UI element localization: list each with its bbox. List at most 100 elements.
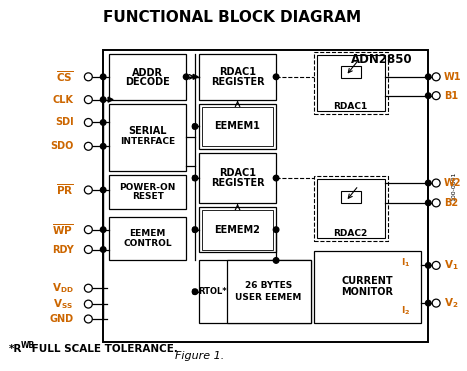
- Bar: [109, 175, 186, 209]
- Text: $\mathbf{V_{DD}}$: $\mathbf{V_{DD}}$: [52, 281, 73, 295]
- Text: $\overline{\mathbf{CS}}$: $\overline{\mathbf{CS}}$: [57, 69, 73, 84]
- Circle shape: [432, 73, 440, 81]
- Text: W1: W1: [444, 72, 461, 82]
- Bar: [199, 207, 276, 253]
- Circle shape: [85, 118, 92, 127]
- Text: EEMEM2: EEMEM2: [215, 225, 261, 235]
- Text: USER EEMEM: USER EEMEM: [235, 293, 302, 302]
- Circle shape: [432, 199, 440, 207]
- Bar: [202, 106, 273, 146]
- Text: EEMEM1: EEMEM1: [215, 121, 261, 131]
- Bar: [109, 54, 186, 100]
- Bar: [226, 260, 311, 323]
- Circle shape: [100, 144, 106, 149]
- Text: INTERFACE: INTERFACE: [120, 137, 175, 146]
- Text: RDY: RDY: [52, 244, 73, 255]
- Text: 100-0001: 100-0001: [452, 171, 456, 201]
- Bar: [314, 52, 388, 114]
- Circle shape: [100, 120, 106, 125]
- Text: $\mathbf{I_1}$: $\mathbf{I_1}$: [401, 256, 410, 269]
- Bar: [317, 55, 385, 111]
- Text: ADN2850: ADN2850: [351, 53, 413, 66]
- Bar: [314, 250, 421, 323]
- Text: DECODE: DECODE: [125, 77, 170, 87]
- Polygon shape: [193, 124, 198, 129]
- Text: GND: GND: [50, 314, 73, 324]
- Circle shape: [85, 96, 92, 104]
- Text: *R: *R: [9, 344, 23, 354]
- Circle shape: [425, 200, 431, 206]
- Polygon shape: [108, 97, 113, 102]
- Text: SDO: SDO: [50, 141, 73, 151]
- Text: FUNCTIONAL BLOCK DIAGRAM: FUNCTIONAL BLOCK DIAGRAM: [103, 10, 361, 26]
- Circle shape: [425, 301, 431, 306]
- Text: RTOL*: RTOL*: [198, 287, 227, 296]
- Bar: [199, 260, 311, 323]
- Circle shape: [273, 227, 279, 233]
- Circle shape: [192, 289, 198, 295]
- Text: $\overline{\mathbf{PR}}$: $\overline{\mathbf{PR}}$: [56, 183, 73, 197]
- Circle shape: [273, 257, 279, 263]
- Circle shape: [100, 74, 106, 80]
- Text: CLK: CLK: [52, 95, 73, 105]
- Bar: [314, 176, 388, 240]
- Circle shape: [432, 299, 440, 307]
- Circle shape: [192, 124, 198, 129]
- Text: RDAC2: RDAC2: [333, 229, 368, 238]
- Text: RDAC1: RDAC1: [219, 168, 256, 178]
- Circle shape: [273, 175, 279, 181]
- Bar: [341, 66, 361, 78]
- Circle shape: [273, 74, 279, 80]
- Polygon shape: [193, 289, 198, 294]
- Text: CURRENT: CURRENT: [342, 276, 393, 286]
- Circle shape: [85, 300, 92, 308]
- Polygon shape: [193, 227, 198, 232]
- Polygon shape: [193, 74, 198, 79]
- Circle shape: [85, 186, 92, 194]
- Circle shape: [100, 227, 106, 233]
- Circle shape: [100, 187, 106, 193]
- Text: 26 BYTES: 26 BYTES: [245, 281, 292, 290]
- Circle shape: [192, 227, 198, 233]
- Text: REGISTER: REGISTER: [211, 178, 264, 188]
- Bar: [109, 217, 186, 260]
- Circle shape: [425, 263, 431, 268]
- Circle shape: [100, 247, 106, 252]
- Text: B2: B2: [444, 198, 458, 208]
- Text: WB: WB: [21, 341, 35, 350]
- Text: POWER-ON: POWER-ON: [120, 184, 176, 193]
- Bar: [103, 50, 428, 342]
- Circle shape: [432, 179, 440, 187]
- Circle shape: [432, 262, 440, 269]
- Bar: [317, 179, 385, 237]
- Circle shape: [85, 73, 92, 81]
- Circle shape: [425, 93, 431, 98]
- Text: SERIAL: SERIAL: [128, 127, 167, 137]
- Bar: [199, 153, 276, 203]
- Text: FULL SCALE TOLERANCE.: FULL SCALE TOLERANCE.: [28, 344, 178, 354]
- Circle shape: [85, 246, 92, 253]
- Text: $\mathbf{I_2}$: $\mathbf{I_2}$: [401, 305, 410, 317]
- Bar: [341, 191, 361, 203]
- Bar: [199, 104, 276, 149]
- Text: RDAC1: RDAC1: [333, 102, 368, 111]
- Bar: [199, 54, 276, 100]
- Circle shape: [85, 284, 92, 292]
- Text: $\mathbf{V_{SS}}$: $\mathbf{V_{SS}}$: [53, 297, 73, 311]
- Polygon shape: [193, 175, 198, 181]
- Circle shape: [425, 180, 431, 186]
- Text: W2: W2: [444, 178, 461, 188]
- Text: CONTROL: CONTROL: [123, 239, 172, 248]
- Text: $\overline{\mathbf{WP}}$: $\overline{\mathbf{WP}}$: [52, 222, 73, 237]
- Circle shape: [100, 97, 106, 102]
- Text: EEMEM: EEMEM: [129, 229, 166, 238]
- Text: RESET: RESET: [132, 193, 163, 201]
- Circle shape: [184, 74, 189, 80]
- Text: RDAC1: RDAC1: [219, 67, 256, 77]
- Text: ADDR: ADDR: [132, 68, 163, 78]
- Text: SDI: SDI: [55, 118, 73, 128]
- Circle shape: [425, 74, 431, 80]
- Text: REGISTER: REGISTER: [211, 77, 264, 87]
- Text: MONITOR: MONITOR: [341, 287, 394, 297]
- Circle shape: [85, 226, 92, 234]
